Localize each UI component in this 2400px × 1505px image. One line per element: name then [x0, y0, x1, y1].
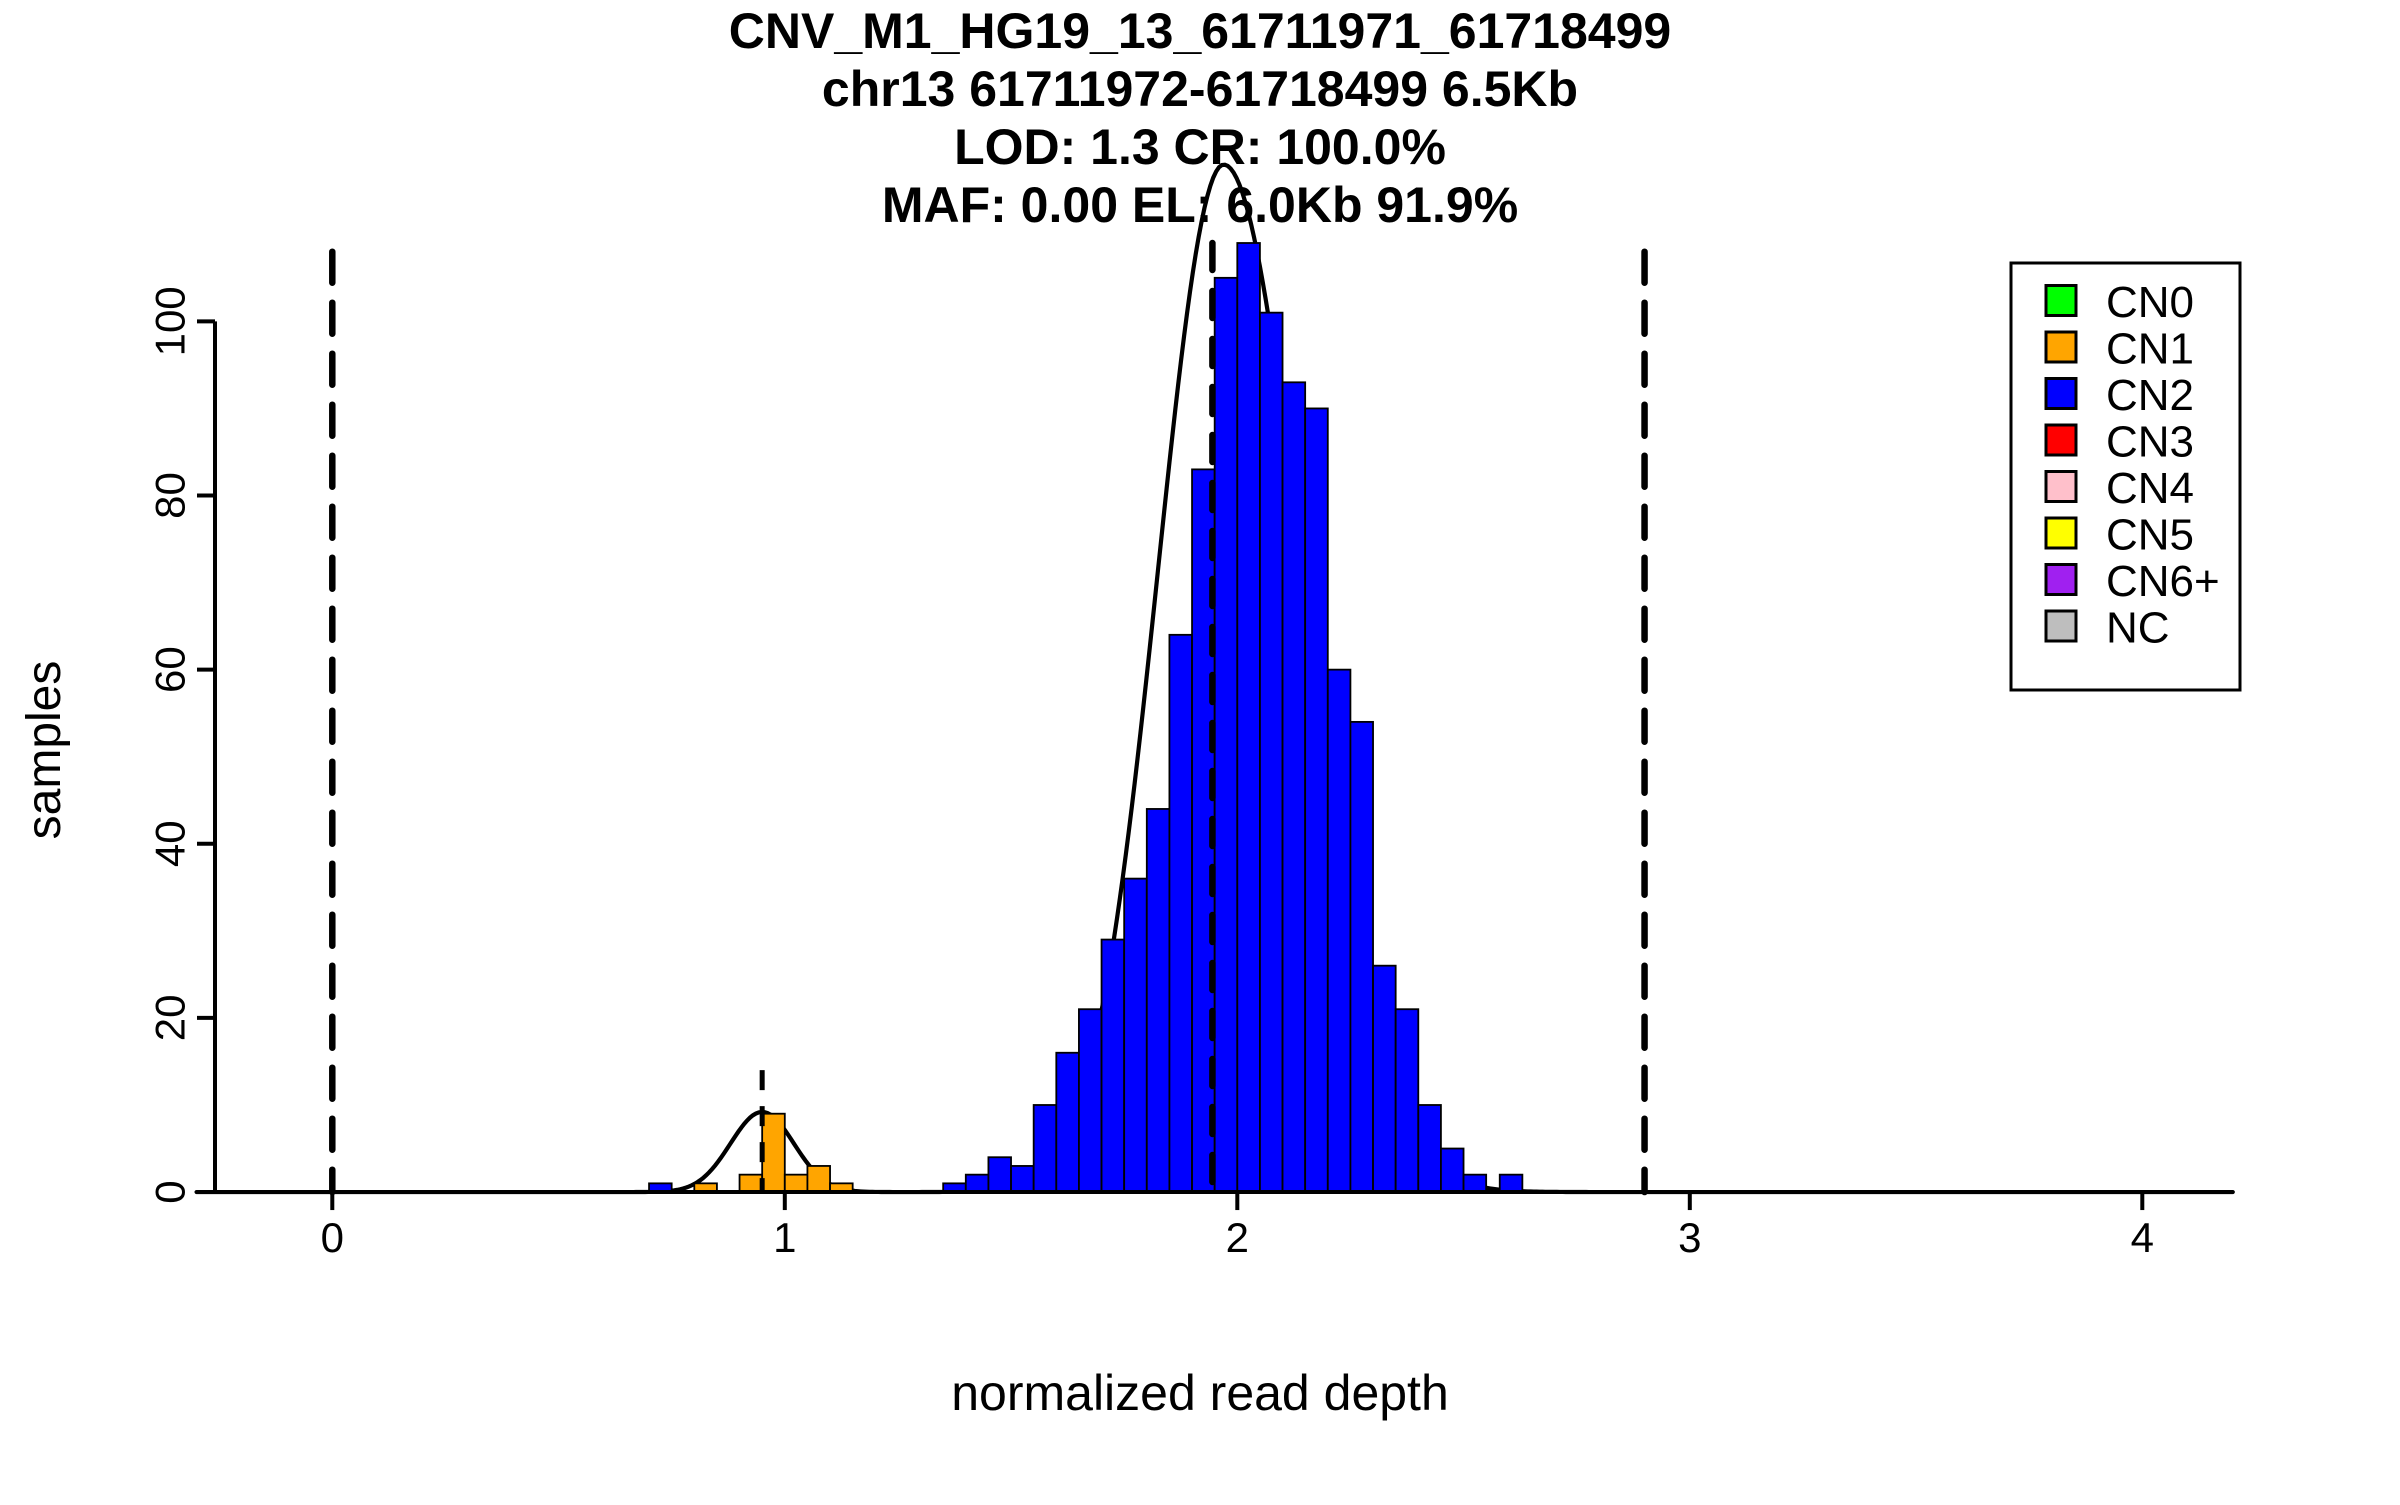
svg-text:40: 40	[147, 820, 194, 867]
svg-text:100: 100	[147, 286, 194, 356]
svg-text:0: 0	[147, 1180, 194, 1203]
svg-text:2: 2	[1226, 1214, 1249, 1261]
svg-text:0: 0	[321, 1214, 344, 1261]
svg-text:60: 60	[147, 646, 194, 693]
svg-text:CN6+: CN6+	[2106, 557, 2220, 606]
svg-text:LOD: 1.3 CR: 100.0%: LOD: 1.3 CR: 100.0%	[954, 119, 1446, 175]
svg-text:20: 20	[147, 995, 194, 1042]
svg-text:CN1: CN1	[2106, 325, 2194, 374]
svg-text:CN0: CN0	[2106, 278, 2194, 327]
svg-text:CN5: CN5	[2106, 511, 2194, 560]
svg-text:CN3: CN3	[2106, 418, 2194, 467]
svg-text:CN2: CN2	[2106, 371, 2194, 420]
svg-text:CN4: CN4	[2106, 464, 2194, 513]
svg-text:samples: samples	[18, 661, 71, 840]
svg-text:80: 80	[147, 472, 194, 519]
svg-text:3: 3	[1678, 1214, 1701, 1261]
svg-text:chr13 61711972-61718499 6.5Kb: chr13 61711972-61718499 6.5Kb	[822, 61, 1578, 117]
svg-text:normalized read depth: normalized read depth	[951, 1365, 1449, 1421]
svg-text:NC: NC	[2106, 604, 2170, 653]
svg-text:CNV_M1_HG19_13_61711971_617184: CNV_M1_HG19_13_61711971_61718499	[729, 3, 1671, 59]
svg-text:1: 1	[773, 1214, 796, 1261]
svg-text:4: 4	[2131, 1214, 2154, 1261]
